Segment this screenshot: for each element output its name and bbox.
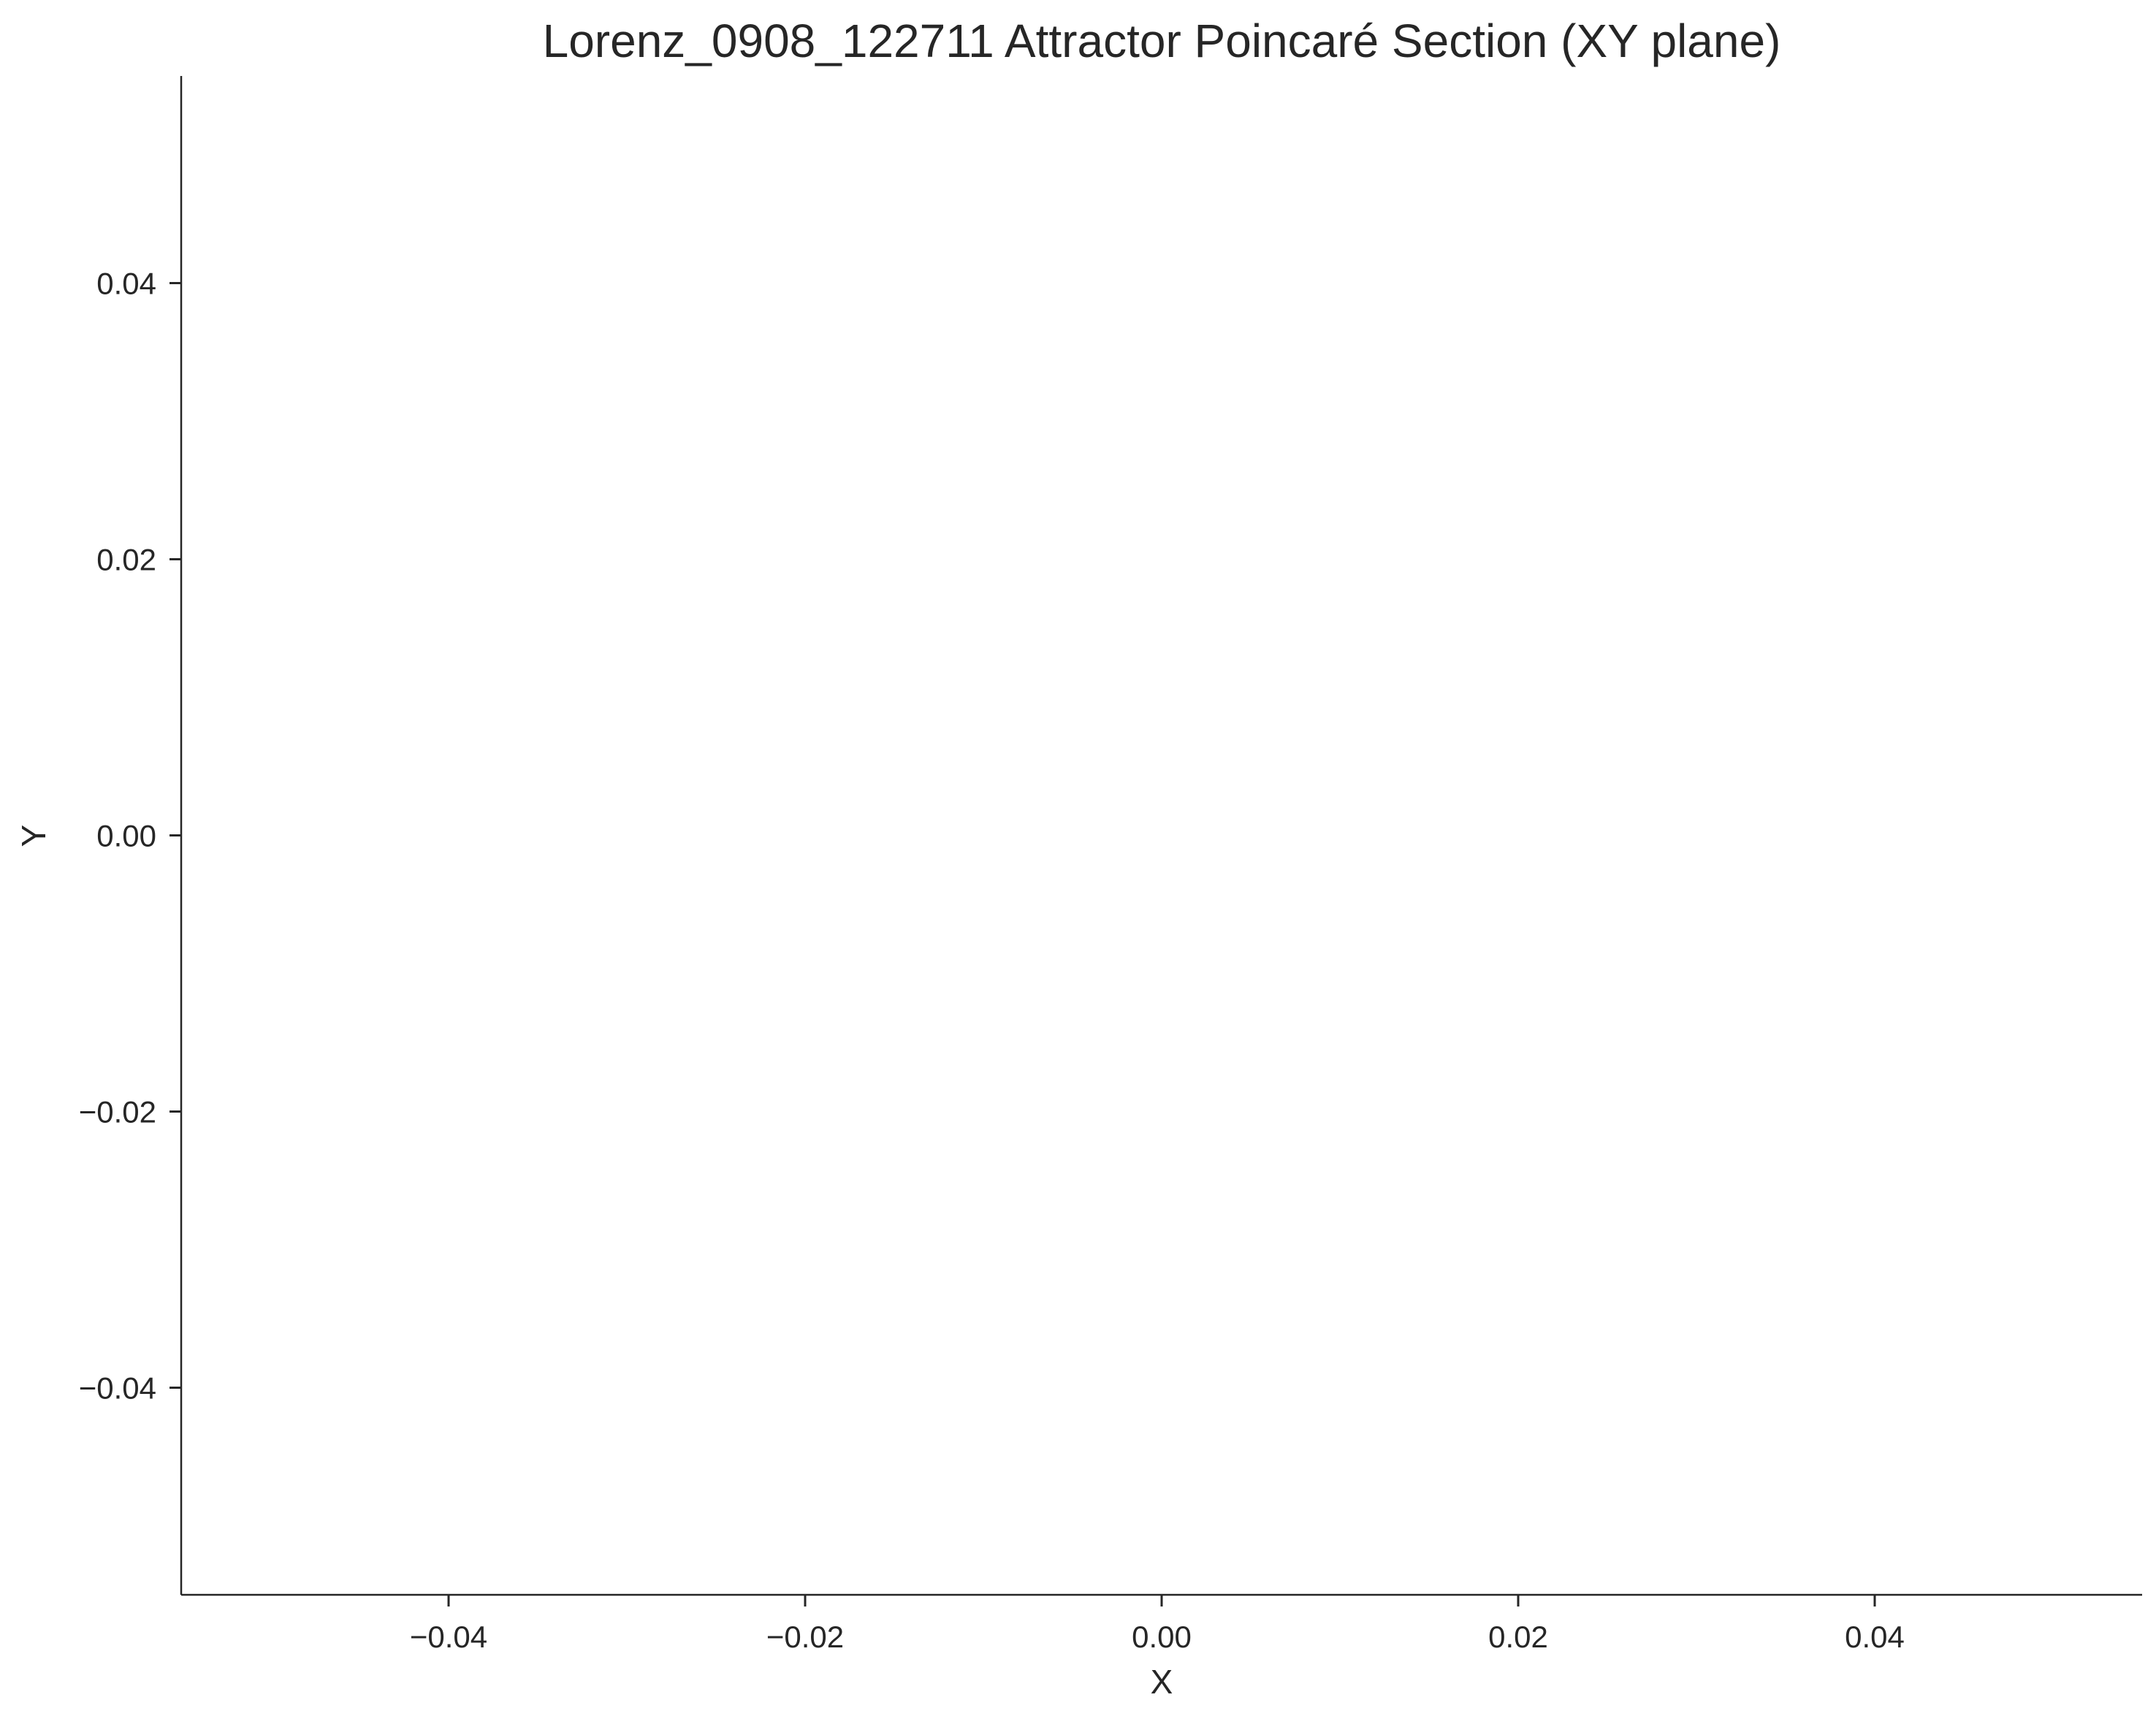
y-tick-label: 0.04 (96, 267, 156, 301)
x-tick-label: 0.04 (1845, 1620, 1905, 1654)
y-tick-label: 0.00 (96, 819, 156, 853)
y-axis-label: Y (15, 825, 53, 847)
x-tick-label: 0.00 (1132, 1620, 1192, 1654)
x-tick-label: −0.04 (410, 1620, 487, 1654)
y-axis-ticks: 0.04 0.02 0.00 −0.02 −0.04 (79, 267, 181, 1406)
x-axis-label: X (1151, 1663, 1173, 1701)
x-tick-label: −0.02 (766, 1620, 844, 1654)
x-axis-ticks: −0.04 −0.02 0.00 0.02 0.04 (410, 1595, 1905, 1654)
y-tick-label: −0.04 (79, 1371, 156, 1406)
y-tick-label: −0.02 (79, 1095, 156, 1129)
x-tick-label: 0.02 (1488, 1620, 1548, 1654)
y-tick-label: 0.02 (96, 543, 156, 577)
plot-area: −0.04 −0.02 0.00 0.02 0.04 0.04 0.02 0.00 −0.02… (79, 76, 2142, 1654)
chart-title: Lorenz_0908_122711 Attractor Poincaré Se… (543, 15, 1781, 67)
